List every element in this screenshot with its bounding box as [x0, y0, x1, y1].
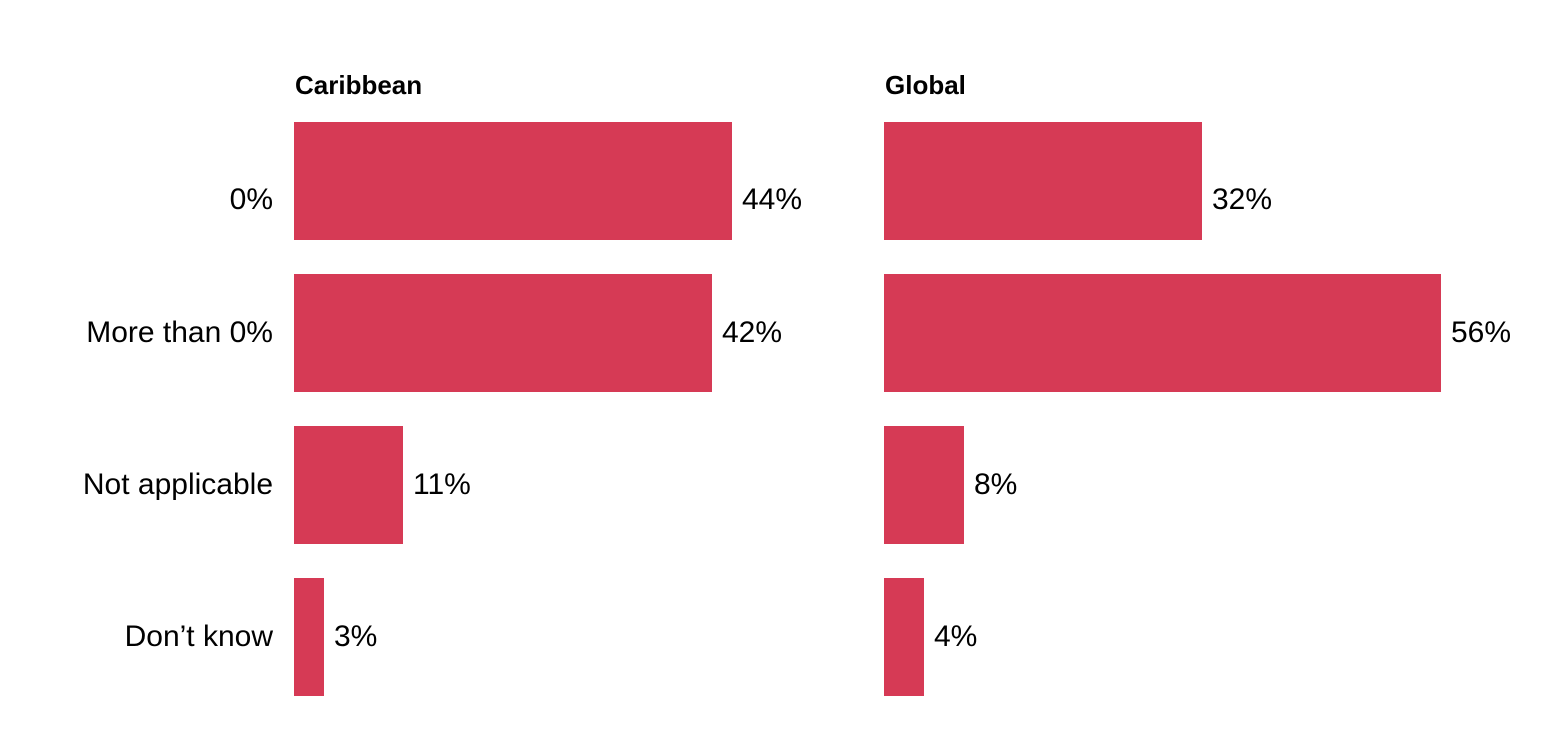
bar: [884, 426, 964, 544]
category-label: More than 0%: [86, 316, 273, 349]
bar: [884, 274, 1441, 392]
bar: [294, 274, 712, 392]
value-label: 56%: [1451, 316, 1512, 349]
category-label: Don’t know: [124, 620, 273, 653]
right-panel-title: Global: [885, 70, 966, 100]
value-label: 44%: [742, 183, 803, 216]
value-label: 32%: [1212, 183, 1273, 216]
value-label: 11%: [413, 468, 471, 501]
bar: [294, 426, 403, 544]
bar: [884, 578, 924, 696]
value-label: 42%: [722, 316, 783, 349]
bar: [884, 122, 1202, 240]
left-panel-title: Caribbean: [295, 70, 423, 100]
value-label: 3%: [334, 620, 378, 653]
bar: [294, 122, 732, 240]
value-label: 8%: [974, 468, 1018, 501]
category-label: Not applicable: [82, 468, 273, 501]
category-label: 0%: [229, 183, 273, 216]
bar: [294, 578, 324, 696]
value-label: 4%: [934, 620, 978, 653]
